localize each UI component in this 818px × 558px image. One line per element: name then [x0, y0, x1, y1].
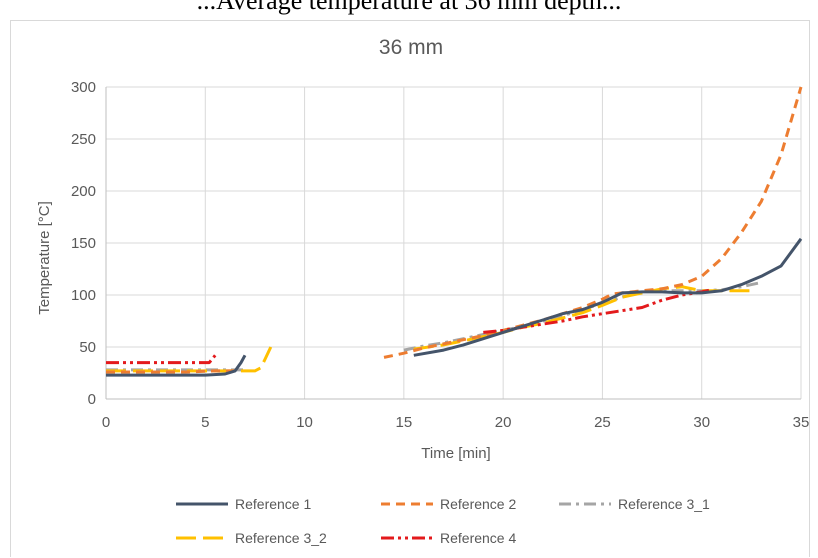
plot-area [106, 86, 803, 377]
legend-label: Reference 1 [235, 496, 311, 512]
grid-lines [106, 86, 802, 400]
legend-label: Reference 3_1 [618, 496, 710, 512]
x-tick-label: 0 [102, 414, 110, 431]
chart-title: 36 mm [379, 36, 443, 59]
legend-label: Reference 4 [440, 530, 516, 546]
x-axis-label: Time [min] [421, 445, 490, 462]
y-axis-label: Temperature [°C] [36, 201, 53, 315]
axes [105, 87, 801, 400]
legend-label: Reference 3_2 [235, 530, 327, 546]
y-tick-label: 300 [71, 79, 96, 96]
tick-labels: 0 50 100 150 200 250 300 0 5 10 15 20 25 30 35 [71, 79, 809, 431]
x-tick-label: 30 [693, 414, 710, 431]
series-line-reference-3_2 [106, 346, 273, 373]
series-line-reference-1 [413, 237, 803, 357]
line-chart: 36 mm 0 50 100 150 200 250 300 0 5 10 15 20 25 30 35 T… [36, 36, 809, 546]
y-tick-label: 0 [88, 391, 96, 408]
y-tick-label: 200 [71, 183, 96, 200]
x-tick-label: 25 [594, 414, 611, 431]
y-tick-label: 250 [71, 131, 96, 148]
y-tick-label: 100 [71, 287, 96, 304]
series-line-reference-2 [106, 369, 236, 374]
x-tick-label: 35 [793, 414, 810, 431]
series-line-reference-2 [383, 86, 803, 359]
x-tick-label: 20 [495, 414, 512, 431]
x-tick-label: 10 [296, 414, 313, 431]
chart-frame: 36 mm 0 50 100 150 200 250 300 0 5 10 15 20 25 30 35 T… [10, 20, 810, 557]
legend-label: Reference 2 [440, 496, 516, 512]
series-line-reference-4 [106, 354, 217, 365]
series-line-reference-1 [106, 354, 247, 377]
top-caption: ...Average temperature at 36 mm depth... [196, 0, 622, 15]
x-tick-label: 15 [396, 414, 413, 431]
y-tick-label: 50 [79, 339, 96, 356]
y-tick-label: 150 [71, 235, 96, 252]
x-tick-label: 5 [201, 414, 209, 431]
legend: Reference 1 Reference 2 Reference 3_1 Refer… [176, 496, 710, 546]
